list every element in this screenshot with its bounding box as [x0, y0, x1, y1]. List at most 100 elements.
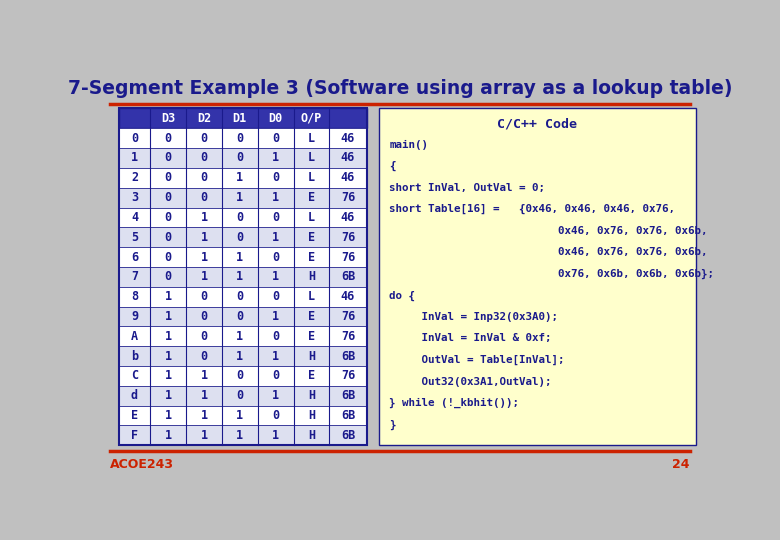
Text: 1: 1: [236, 349, 243, 362]
Text: 1: 1: [165, 310, 172, 323]
Text: O/P: O/P: [301, 112, 322, 125]
Text: 0: 0: [200, 171, 207, 184]
Text: 0: 0: [200, 132, 207, 145]
FancyBboxPatch shape: [119, 207, 367, 227]
Text: 1: 1: [165, 330, 172, 343]
Text: 1: 1: [200, 429, 207, 442]
Text: A: A: [131, 330, 138, 343]
FancyBboxPatch shape: [119, 148, 367, 168]
Text: H: H: [308, 429, 315, 442]
Text: 0: 0: [272, 290, 279, 303]
Text: 8: 8: [131, 290, 138, 303]
Text: E: E: [308, 330, 315, 343]
Text: 6B: 6B: [341, 271, 355, 284]
Text: E: E: [308, 251, 315, 264]
Text: H: H: [308, 271, 315, 284]
Text: 46: 46: [341, 171, 355, 184]
Text: 0: 0: [165, 132, 172, 145]
Text: 0: 0: [272, 330, 279, 343]
FancyBboxPatch shape: [119, 287, 367, 307]
Text: 0: 0: [236, 310, 243, 323]
Text: 1: 1: [236, 171, 243, 184]
Text: 1: 1: [200, 271, 207, 284]
FancyBboxPatch shape: [119, 247, 367, 267]
FancyBboxPatch shape: [119, 188, 367, 207]
Text: H: H: [308, 349, 315, 362]
Text: 1: 1: [236, 429, 243, 442]
Text: 0: 0: [236, 389, 243, 402]
Text: 0: 0: [165, 251, 172, 264]
FancyBboxPatch shape: [119, 386, 367, 406]
Text: L: L: [308, 211, 315, 224]
Text: 9: 9: [131, 310, 138, 323]
Text: 0: 0: [165, 152, 172, 165]
Text: 6B: 6B: [341, 429, 355, 442]
Text: 0: 0: [131, 132, 138, 145]
Text: D1: D1: [232, 112, 247, 125]
Text: E: E: [308, 369, 315, 382]
Text: 0: 0: [272, 369, 279, 382]
Text: 1: 1: [272, 271, 279, 284]
Text: short InVal, OutVal = 0;: short InVal, OutVal = 0;: [389, 183, 545, 193]
Text: 1: 1: [200, 369, 207, 382]
Text: 1: 1: [236, 191, 243, 204]
Text: 1: 1: [236, 271, 243, 284]
Text: 0: 0: [200, 152, 207, 165]
Text: 1: 1: [272, 349, 279, 362]
Text: 7-Segment Example 3 (Software using array as a lookup table): 7-Segment Example 3 (Software using arra…: [68, 79, 732, 98]
Text: 0: 0: [236, 369, 243, 382]
Text: 6B: 6B: [341, 389, 355, 402]
Text: 1: 1: [165, 349, 172, 362]
Text: d: d: [131, 389, 138, 402]
Text: }: }: [389, 420, 396, 430]
Text: 6B: 6B: [341, 349, 355, 362]
Text: 1: 1: [200, 231, 207, 244]
Text: C: C: [131, 369, 138, 382]
FancyBboxPatch shape: [119, 227, 367, 247]
Text: 1: 1: [165, 389, 172, 402]
Text: 46: 46: [341, 152, 355, 165]
Text: 1: 1: [272, 310, 279, 323]
Text: L: L: [308, 152, 315, 165]
Text: 0x46, 0x76, 0x76, 0x6b,: 0x46, 0x76, 0x76, 0x6b,: [389, 226, 708, 236]
FancyBboxPatch shape: [378, 109, 696, 445]
Text: 1: 1: [165, 369, 172, 382]
Text: H: H: [308, 389, 315, 402]
Text: 0: 0: [200, 290, 207, 303]
Text: main(): main(): [389, 140, 428, 150]
Text: 6: 6: [131, 251, 138, 264]
Text: 0: 0: [165, 171, 172, 184]
Text: Out32(0x3A1,OutVal);: Out32(0x3A1,OutVal);: [389, 376, 552, 387]
Text: 46: 46: [341, 211, 355, 224]
Text: D2: D2: [197, 112, 211, 125]
Text: 1: 1: [236, 251, 243, 264]
Text: 1: 1: [200, 251, 207, 264]
Text: 0: 0: [165, 211, 172, 224]
Text: 0: 0: [272, 251, 279, 264]
Text: D0: D0: [268, 112, 283, 125]
FancyBboxPatch shape: [119, 168, 367, 188]
Text: L: L: [308, 290, 315, 303]
Text: 46: 46: [341, 132, 355, 145]
Text: 1: 1: [272, 389, 279, 402]
Text: } while (!_kbhit());: } while (!_kbhit());: [389, 398, 519, 408]
Text: 1: 1: [165, 409, 172, 422]
Text: 0: 0: [236, 231, 243, 244]
Text: 2: 2: [131, 171, 138, 184]
Text: E: E: [308, 191, 315, 204]
Text: 0: 0: [236, 152, 243, 165]
Text: 0: 0: [236, 211, 243, 224]
Text: 5: 5: [131, 231, 138, 244]
FancyBboxPatch shape: [119, 406, 367, 426]
Text: 1: 1: [272, 152, 279, 165]
Text: 1: 1: [272, 191, 279, 204]
Text: 0: 0: [165, 231, 172, 244]
Text: 0: 0: [200, 330, 207, 343]
Text: 1: 1: [200, 389, 207, 402]
Text: 3: 3: [131, 191, 138, 204]
Text: E: E: [308, 310, 315, 323]
Text: 0: 0: [236, 290, 243, 303]
Text: 6B: 6B: [341, 409, 355, 422]
Text: E: E: [131, 409, 138, 422]
Text: 0: 0: [165, 271, 172, 284]
